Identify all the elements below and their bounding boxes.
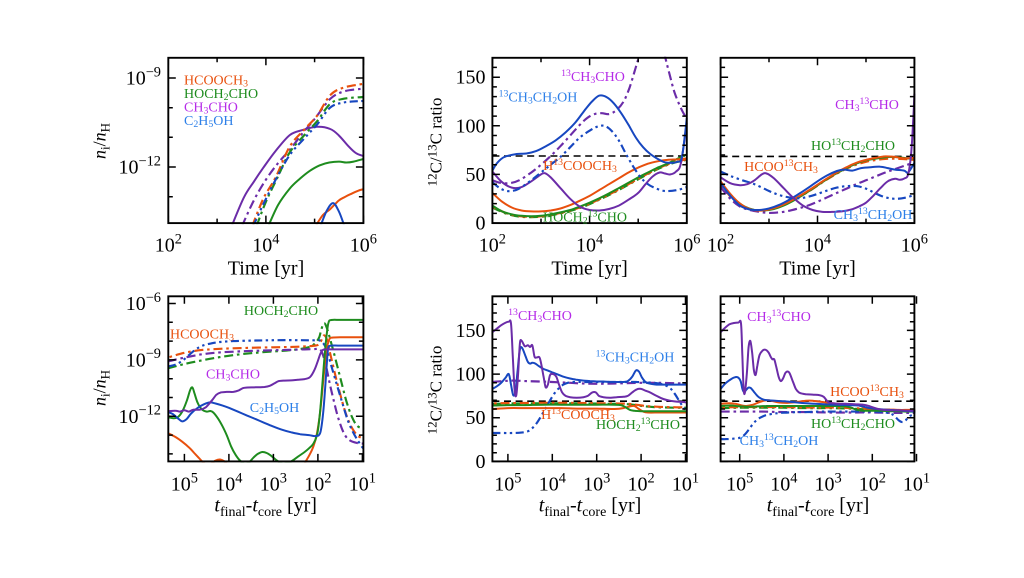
svg-text:104: 104 [215, 470, 242, 495]
svg-text:100: 100 [456, 364, 486, 386]
svg-text:CH3​13​CHO: CH3​13​CHO [835, 96, 899, 114]
svg-text:HOCH2​CHO: HOCH2​CHO [244, 304, 318, 320]
svg-text:C2​H5​OH: C2​H5​OH [250, 401, 300, 417]
svg-text:tfinal-tcore [yr]: tfinal-tcore [yr] [767, 495, 870, 521]
svg-text:CH3​13​CH2​OH: CH3​13​CH2​OH [834, 206, 913, 224]
svg-text:H13​COOCH3​: H13​COOCH3​ [541, 406, 615, 424]
svg-text:ni/nH: ni/nH [90, 123, 113, 159]
svg-text:12C/13C ratio: 12C/13C ratio [425, 98, 446, 187]
svg-text:13​CH3​CH2​OH: 13​CH3​CH2​OH [596, 349, 675, 367]
svg-text:CH3​CHO: CH3​CHO [206, 368, 260, 384]
svg-text:100: 100 [456, 115, 486, 137]
svg-text:10−9: 10−9 [126, 64, 161, 89]
svg-text:HOCH2​13​CHO: HOCH2​13​CHO [543, 209, 627, 227]
svg-text:CH3​13​CH2​OH: CH3​13​CH2​OH [740, 432, 819, 450]
svg-text:13​CH3​CH2​OH: 13​CH3​CH2​OH [499, 89, 578, 107]
svg-text:0: 0 [476, 213, 486, 235]
svg-text:12C/13C ratio: 12C/13C ratio [425, 346, 446, 435]
svg-text:H13​COOCH3​: H13​COOCH3​ [543, 157, 617, 175]
svg-text:CH3​CHO: CH3​CHO [184, 101, 238, 117]
svg-text:106: 106 [901, 231, 928, 256]
svg-text:50: 50 [466, 407, 486, 429]
svg-text:C2​H5​OH: C2​H5​OH [184, 114, 234, 130]
svg-text:HCOOCH3​: HCOOCH3​ [170, 328, 234, 344]
svg-text:HCOOCH3​: HCOOCH3​ [184, 74, 248, 90]
svg-text:HCOO13​CH3​: HCOO13​CH3​ [744, 158, 818, 176]
svg-text:Time [yr]: Time [yr] [228, 258, 304, 280]
svg-text:HOCH2​13​CHO: HOCH2​13​CHO [596, 416, 680, 434]
svg-text:HCOO13​CH3​: HCOO13​CH3​ [830, 383, 904, 401]
svg-text:ni/nH: ni/nH [90, 370, 113, 406]
svg-text:tfinal-tcore [yr]: tfinal-tcore [yr] [539, 495, 642, 521]
svg-text:HO13​CH2​CHO: HO13​CH2​CHO [811, 415, 895, 433]
svg-text:CH3​13​CHO: CH3​13​CHO [747, 308, 811, 326]
svg-text:0: 0 [476, 451, 486, 473]
svg-text:150: 150 [456, 67, 486, 89]
svg-text:104: 104 [252, 231, 279, 256]
svg-text:Time [yr]: Time [yr] [779, 258, 855, 280]
svg-text:HOCH2​CHO: HOCH2​CHO [184, 87, 258, 103]
svg-text:10−9: 10−9 [126, 346, 161, 371]
svg-text:Time [yr]: Time [yr] [551, 258, 627, 280]
svg-text:102: 102 [627, 470, 654, 495]
svg-text:13​CH3​CHO: 13​CH3​CHO [508, 307, 572, 325]
svg-text:HO13​CH2​CHO: HO13​CH2​CHO [811, 137, 895, 155]
svg-text:150: 150 [456, 320, 486, 342]
svg-text:13​CH3​CHO: 13​CH3​CHO [561, 68, 625, 86]
svg-text:50: 50 [466, 164, 486, 186]
svg-text:tfinal-tcore [yr]: tfinal-tcore [yr] [214, 495, 317, 521]
